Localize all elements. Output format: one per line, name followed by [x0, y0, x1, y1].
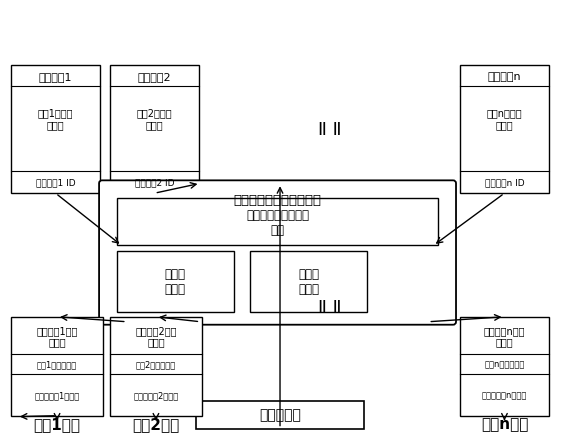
Text: 系统2使用: 系统2使用 [132, 416, 180, 431]
Text: 虚拟系统n ID: 虚拟系统n ID [485, 178, 524, 187]
Text: 系统1使用: 系统1使用 [34, 416, 81, 431]
Text: Ⅱ Ⅱ: Ⅱ Ⅱ [318, 298, 341, 316]
Text: 虚拟系统n根密
钥容器: 虚拟系统n根密 钥容器 [484, 325, 525, 347]
Text: 虚拟系统2根密
钥容器: 虚拟系统2根密 钥容器 [135, 325, 177, 347]
Text: 真随机数发生器生成
掩码: 真随机数发生器生成 掩码 [246, 208, 309, 237]
Bar [251, 251, 367, 312]
Text: 对称加
密算法: 对称加 密算法 [165, 268, 186, 296]
Text: 系统n根密钥摘码: 系统n根密钥摘码 [484, 360, 525, 369]
Text: 系统1用户定
义数据: 系统1用户定 义数据 [38, 108, 73, 130]
Bar [11, 317, 103, 416]
Bar [11, 66, 100, 194]
Text: 虚拟系统1: 虚拟系统1 [39, 71, 72, 81]
Bar [460, 317, 549, 416]
Text: Ⅱ Ⅱ: Ⅱ Ⅱ [318, 121, 341, 138]
Text: 虚拟系统1根密
钥容器: 虚拟系统1根密 钥容器 [37, 325, 78, 347]
Bar [196, 401, 364, 428]
Bar [117, 199, 438, 245]
Bar [110, 317, 202, 416]
Text: 虚拟系统n: 虚拟系统n [488, 71, 521, 81]
Text: 芯片根密钥: 芯片根密钥 [259, 408, 301, 422]
Text: 虚拟系统1 ID: 虚拟系统1 ID [36, 178, 75, 187]
Text: 摘码后系统2根密钥: 摘码后系统2根密钥 [133, 391, 178, 399]
Text: 虚拟系统2 ID: 虚拟系统2 ID [135, 178, 174, 187]
Text: 系统1根密钥摘码: 系统1根密钥摘码 [37, 360, 77, 369]
Text: 系统2根密钥摘码: 系统2根密钥摘码 [136, 360, 176, 369]
Text: 虚拟系统根密钥生成通道: 虚拟系统根密钥生成通道 [234, 193, 321, 206]
Text: 虚拟系统2: 虚拟系统2 [137, 71, 171, 81]
Text: 系统2用户定
义数据: 系统2用户定 义数据 [137, 108, 172, 130]
Text: 摘码后系统1根密钥: 摘码后系统1根密钥 [34, 391, 80, 399]
Bar [117, 251, 234, 312]
Text: 系统n用户定
义数据: 系统n用户定 义数据 [486, 108, 522, 130]
Text: 摘码后系统n根密钥: 摘码后系统n根密钥 [482, 391, 527, 399]
Text: 系统n使用: 系统n使用 [481, 416, 528, 431]
FancyBboxPatch shape [99, 181, 456, 325]
Text: 消息摘
要算法: 消息摘 要算法 [298, 268, 319, 296]
Bar [110, 66, 199, 194]
Bar [460, 66, 549, 194]
